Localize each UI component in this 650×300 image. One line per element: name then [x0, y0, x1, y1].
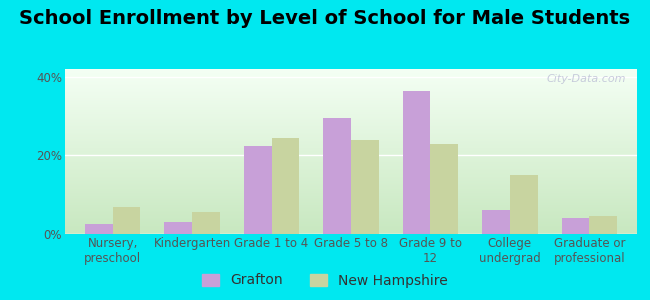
Bar [510, 175, 538, 234]
Bar [351, 140, 379, 234]
Bar [164, 222, 192, 234]
Bar [482, 210, 510, 234]
Legend: Grafton, New Hampshire: Grafton, New Hampshire [196, 268, 454, 293]
Bar [562, 218, 590, 234]
Text: City-Data.com: City-Data.com [546, 74, 625, 84]
Bar [112, 206, 140, 234]
Bar [323, 118, 351, 234]
Bar [85, 224, 112, 234]
Bar [192, 212, 220, 234]
Bar [272, 138, 300, 234]
Bar [590, 216, 617, 234]
Bar [244, 146, 272, 234]
Text: School Enrollment by Level of School for Male Students: School Enrollment by Level of School for… [20, 9, 630, 28]
Bar [430, 144, 458, 234]
Bar [402, 91, 430, 234]
